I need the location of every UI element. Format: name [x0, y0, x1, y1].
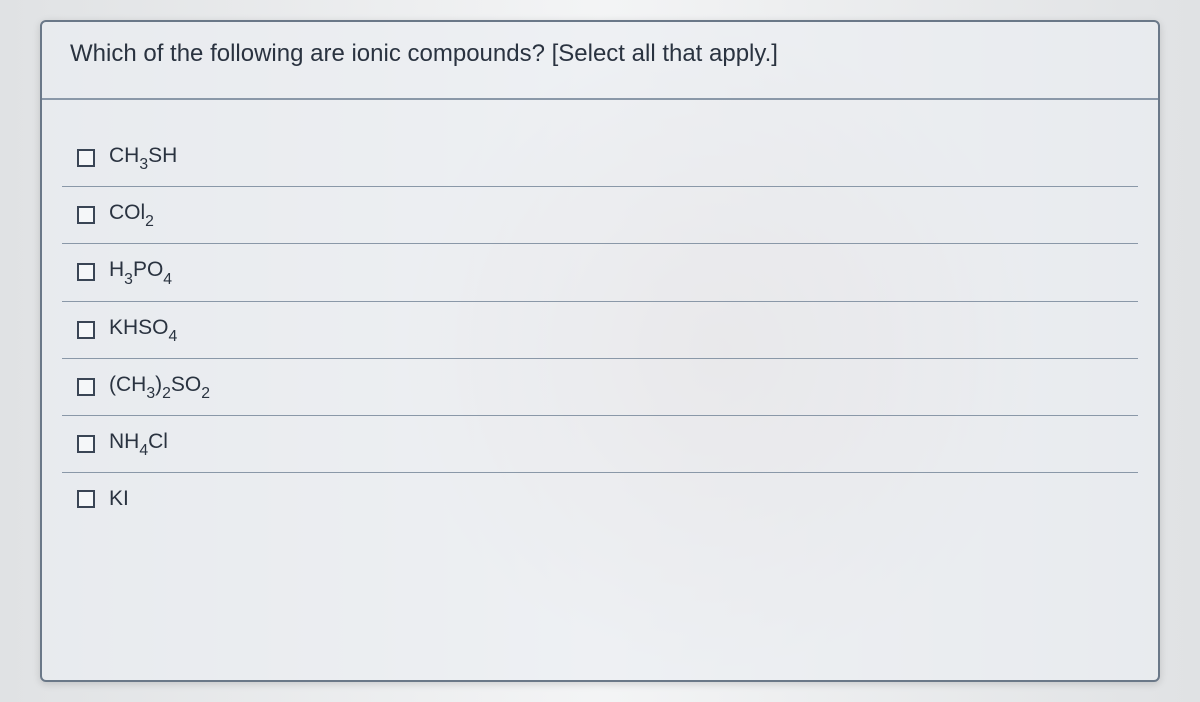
- option-row: COl2: [62, 187, 1138, 244]
- option-label-2: H3PO4: [109, 258, 172, 286]
- option-label-6: KI: [109, 487, 129, 511]
- question-container: Which of the following are ionic compoun…: [40, 20, 1160, 682]
- option-row: KHSO4: [62, 302, 1138, 359]
- option-label-1: COl2: [109, 201, 154, 229]
- option-row: KI: [62, 473, 1138, 525]
- question-text: Which of the following are ionic compoun…: [70, 40, 1130, 68]
- option-label-0: CH3SH: [109, 144, 177, 172]
- checkbox-option-4[interactable]: [77, 378, 95, 396]
- checkbox-option-2[interactable]: [77, 263, 95, 281]
- option-label-4: (CH3)2SO2: [109, 373, 210, 401]
- checkbox-option-0[interactable]: [77, 149, 95, 167]
- option-label-5: NH4Cl: [109, 430, 168, 458]
- checkbox-option-5[interactable]: [77, 435, 95, 453]
- option-row: (CH3)2SO2: [62, 359, 1138, 416]
- question-header: Which of the following are ionic compoun…: [42, 22, 1158, 100]
- checkbox-option-3[interactable]: [77, 321, 95, 339]
- option-row: H3PO4: [62, 244, 1138, 301]
- option-row: CH3SH: [62, 130, 1138, 187]
- option-label-3: KHSO4: [109, 316, 177, 344]
- checkbox-option-1[interactable]: [77, 206, 95, 224]
- options-section: CH3SH COl2 H3PO4 KHSO4 (CH3)2SO2 NH4Cl K…: [42, 100, 1158, 545]
- checkbox-option-6[interactable]: [77, 490, 95, 508]
- option-row: NH4Cl: [62, 416, 1138, 473]
